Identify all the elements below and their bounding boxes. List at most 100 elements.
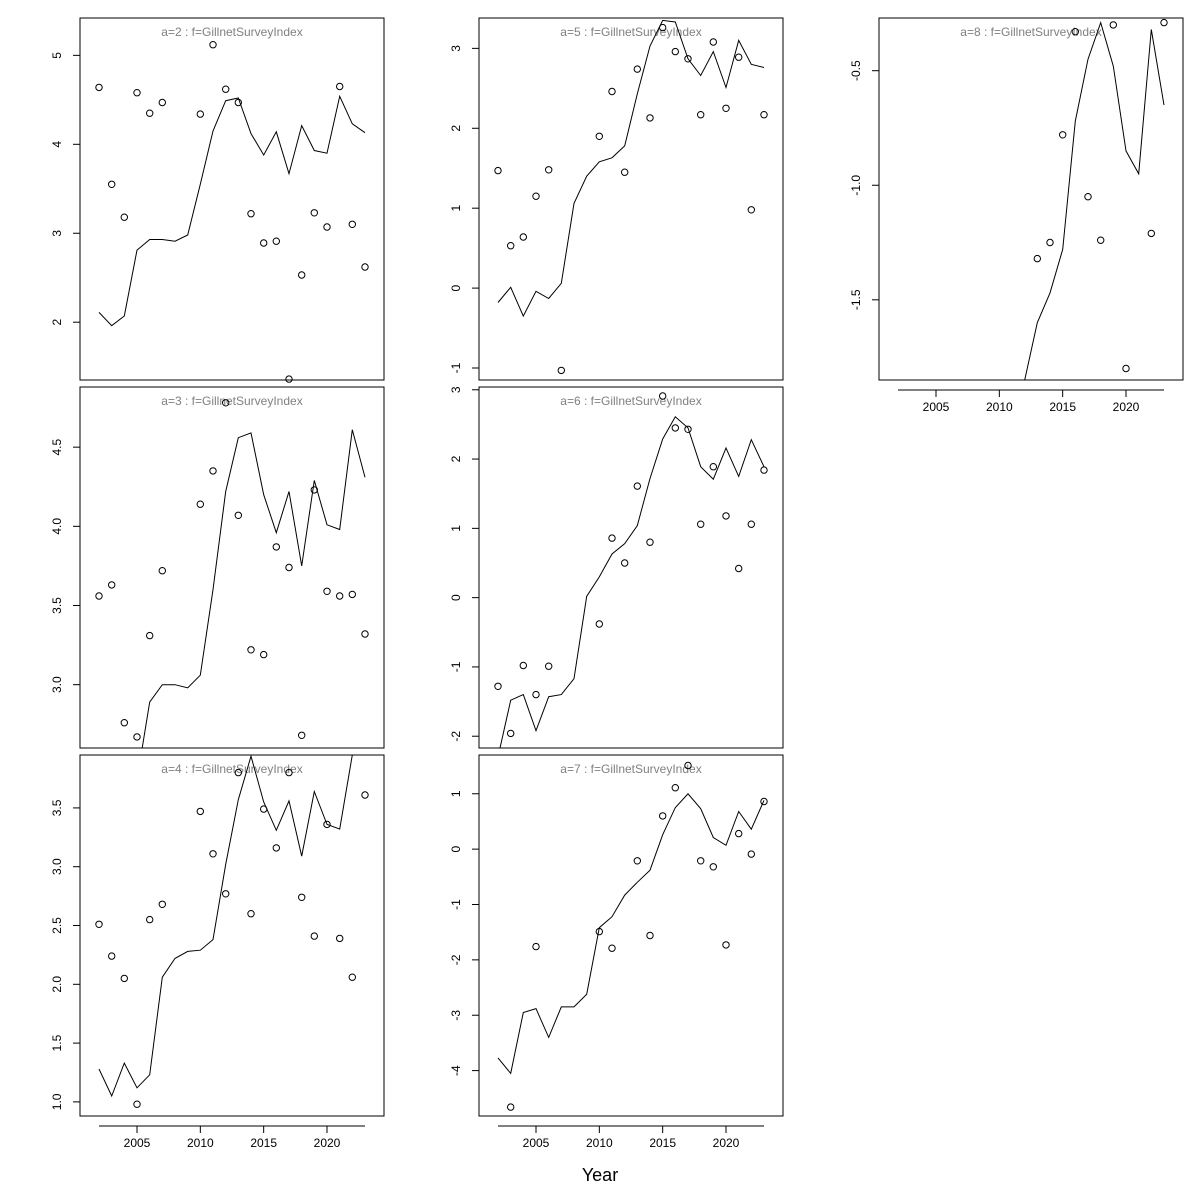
observed-point-a3-2017: [285, 563, 293, 572]
fitted-line-a5: [497, 19, 765, 318]
observed-point-a4-2011: [209, 850, 217, 858]
x-tick-label-a7: 2010: [586, 1136, 613, 1150]
panel-a6: a=6 : f=GillnetSurveyIndex -2 -1 0 1 2 3: [449, 386, 784, 749]
x-tick-label-a8: 2005: [923, 400, 950, 414]
observed-point-a7-2022: [747, 850, 755, 858]
observed-point-a4-2021: [336, 934, 344, 943]
strip-label-a7: a=7 : f=GillnetSurveyIndex: [560, 762, 701, 776]
y-tick-label-a6: -1: [449, 661, 463, 672]
observed-point-a3-2023: [361, 630, 369, 638]
observed-point-a8-2015: [1059, 131, 1067, 139]
observed-point-a2-2018: [298, 271, 306, 279]
observed-point-a4-2019: [310, 932, 318, 940]
observed-point-a5-2015: [659, 23, 667, 32]
observed-point-a6-2020: [722, 512, 730, 520]
observed-point-a5-2019: [709, 38, 717, 46]
y-tick-label-a2: 3: [50, 230, 64, 237]
x-tick-label-a7: 2020: [713, 1136, 740, 1150]
fitted-line-a3: [141, 429, 366, 748]
y-tick-label-a6: 3: [449, 386, 463, 393]
observed-point-a7-2010: [595, 927, 603, 936]
y-tick-label-a6: 1: [449, 525, 463, 532]
observed-point-a2-2005: [133, 89, 141, 97]
observed-point-a3-2018: [298, 731, 306, 739]
observed-point-a5-2011: [608, 87, 616, 96]
x-tick-label-a8: 2015: [1049, 400, 1076, 414]
panel-a2: a=2 : f=GillnetSurveyIndex 2 3 4 5: [50, 17, 385, 383]
panel-frame-a2: [79, 17, 385, 381]
observed-point-a7-2019: [709, 863, 717, 871]
y-tick-label-a4: 1.5: [50, 1034, 64, 1051]
observed-point-a2-2003: [108, 180, 116, 189]
strip-label-a6: a=6 : f=GillnetSurveyIndex: [560, 394, 701, 408]
panel-frame-a5: [478, 17, 784, 381]
observed-point-a3-2010: [196, 500, 205, 508]
strip-label-a5: a=5 : f=GillnetSurveyIndex: [560, 25, 701, 39]
panel-frame-a6: [478, 386, 784, 749]
panel-frame-a7: [478, 754, 784, 1117]
observed-point-a2-2023: [361, 263, 369, 271]
observed-point-a2-2016: [272, 237, 280, 245]
observed-point-a3-2013: [234, 511, 243, 519]
observed-point-a5-2007: [557, 366, 565, 375]
observed-point-a4-2004: [120, 974, 129, 983]
observed-point-a7-2014: [646, 931, 654, 940]
observed-point-a5-2021: [735, 53, 743, 61]
observed-point-a3-2011: [209, 467, 217, 475]
y-tick-label-a7: -3: [449, 1010, 463, 1021]
panel-a8: a=8 : f=GillnetSurveyIndex -1.5 -1.0 -0.5: [849, 17, 1184, 381]
observed-point-a4-2022: [348, 973, 356, 981]
y-tick-label-a2: 5: [50, 52, 64, 59]
observed-point-a3-2004: [120, 719, 129, 727]
observed-point-a7-2015: [659, 812, 667, 820]
panels-layer: a=2 : f=GillnetSurveyIndex 2 3 4 5 a=3 : f=Gi…: [50, 17, 1184, 1117]
observed-point-a6-2022: [747, 520, 755, 528]
observed-point-a5-2006: [545, 166, 553, 174]
y-tick-label-a8: -1.0: [849, 175, 863, 196]
y-tick-label-a6: 0: [449, 594, 463, 601]
observed-point-a5-2003: [507, 242, 515, 250]
observed-point-a5-2012: [621, 168, 629, 176]
observed-point-a6-2002: [494, 682, 502, 690]
observed-point-a6-2015: [659, 392, 667, 400]
observed-point-a8-2013: [1033, 254, 1042, 263]
fitted-line-a7: [497, 793, 765, 1075]
observed-point-a6-2023: [760, 466, 768, 474]
y-tick-label-a3: 3.0: [50, 676, 64, 693]
observed-point-a2-2017: [285, 375, 293, 383]
observed-point-a4-2013: [234, 768, 243, 777]
observed-point-a5-2018: [697, 111, 705, 119]
observed-point-a6-2012: [621, 559, 629, 567]
observed-point-a2-2014: [247, 210, 255, 218]
observed-point-a8-2019: [1109, 21, 1118, 29]
observed-point-a6-2014: [646, 538, 654, 546]
observed-point-a6-2010: [595, 620, 603, 628]
observed-point-a7-2011: [608, 944, 616, 952]
observed-point-a5-2023: [760, 111, 768, 119]
observed-point-a6-2019: [709, 463, 717, 471]
observed-point-a8-2016: [1071, 28, 1080, 36]
observed-point-a4-2007: [158, 900, 167, 908]
observed-point-a7-2023: [760, 797, 768, 806]
observed-point-a5-2005: [532, 192, 540, 200]
x-tick-label-a4: 2015: [250, 1136, 277, 1150]
observed-point-a5-2016: [671, 47, 679, 56]
observed-point-a2-2020: [323, 223, 331, 231]
y-tick-label-a2: 2: [50, 319, 64, 326]
y-tick-label-a5: 2: [449, 125, 463, 132]
x-axis-a7: 2005 2010 2015 2020: [498, 1125, 764, 1150]
observed-point-a6-2005: [532, 690, 540, 699]
x-axis-a8: 2005 2010 2015 2020: [898, 389, 1164, 414]
y-tick-label-a5: 1: [449, 205, 463, 212]
observed-point-a8-2020: [1122, 364, 1130, 373]
observed-point-a7-2003: [507, 1103, 515, 1111]
y-tick-label-a5: 0: [449, 284, 463, 291]
observed-point-a2-2011: [209, 41, 217, 49]
observed-point-a4-2006: [146, 915, 154, 924]
y-tick-label-a4: 2.0: [50, 976, 64, 993]
observed-point-a6-2003: [507, 729, 515, 738]
y-tick-label-a5: -1: [449, 362, 463, 373]
y-tick-label-a6: 2: [449, 455, 463, 462]
x-tick-label-a4: 2005: [124, 1136, 151, 1150]
